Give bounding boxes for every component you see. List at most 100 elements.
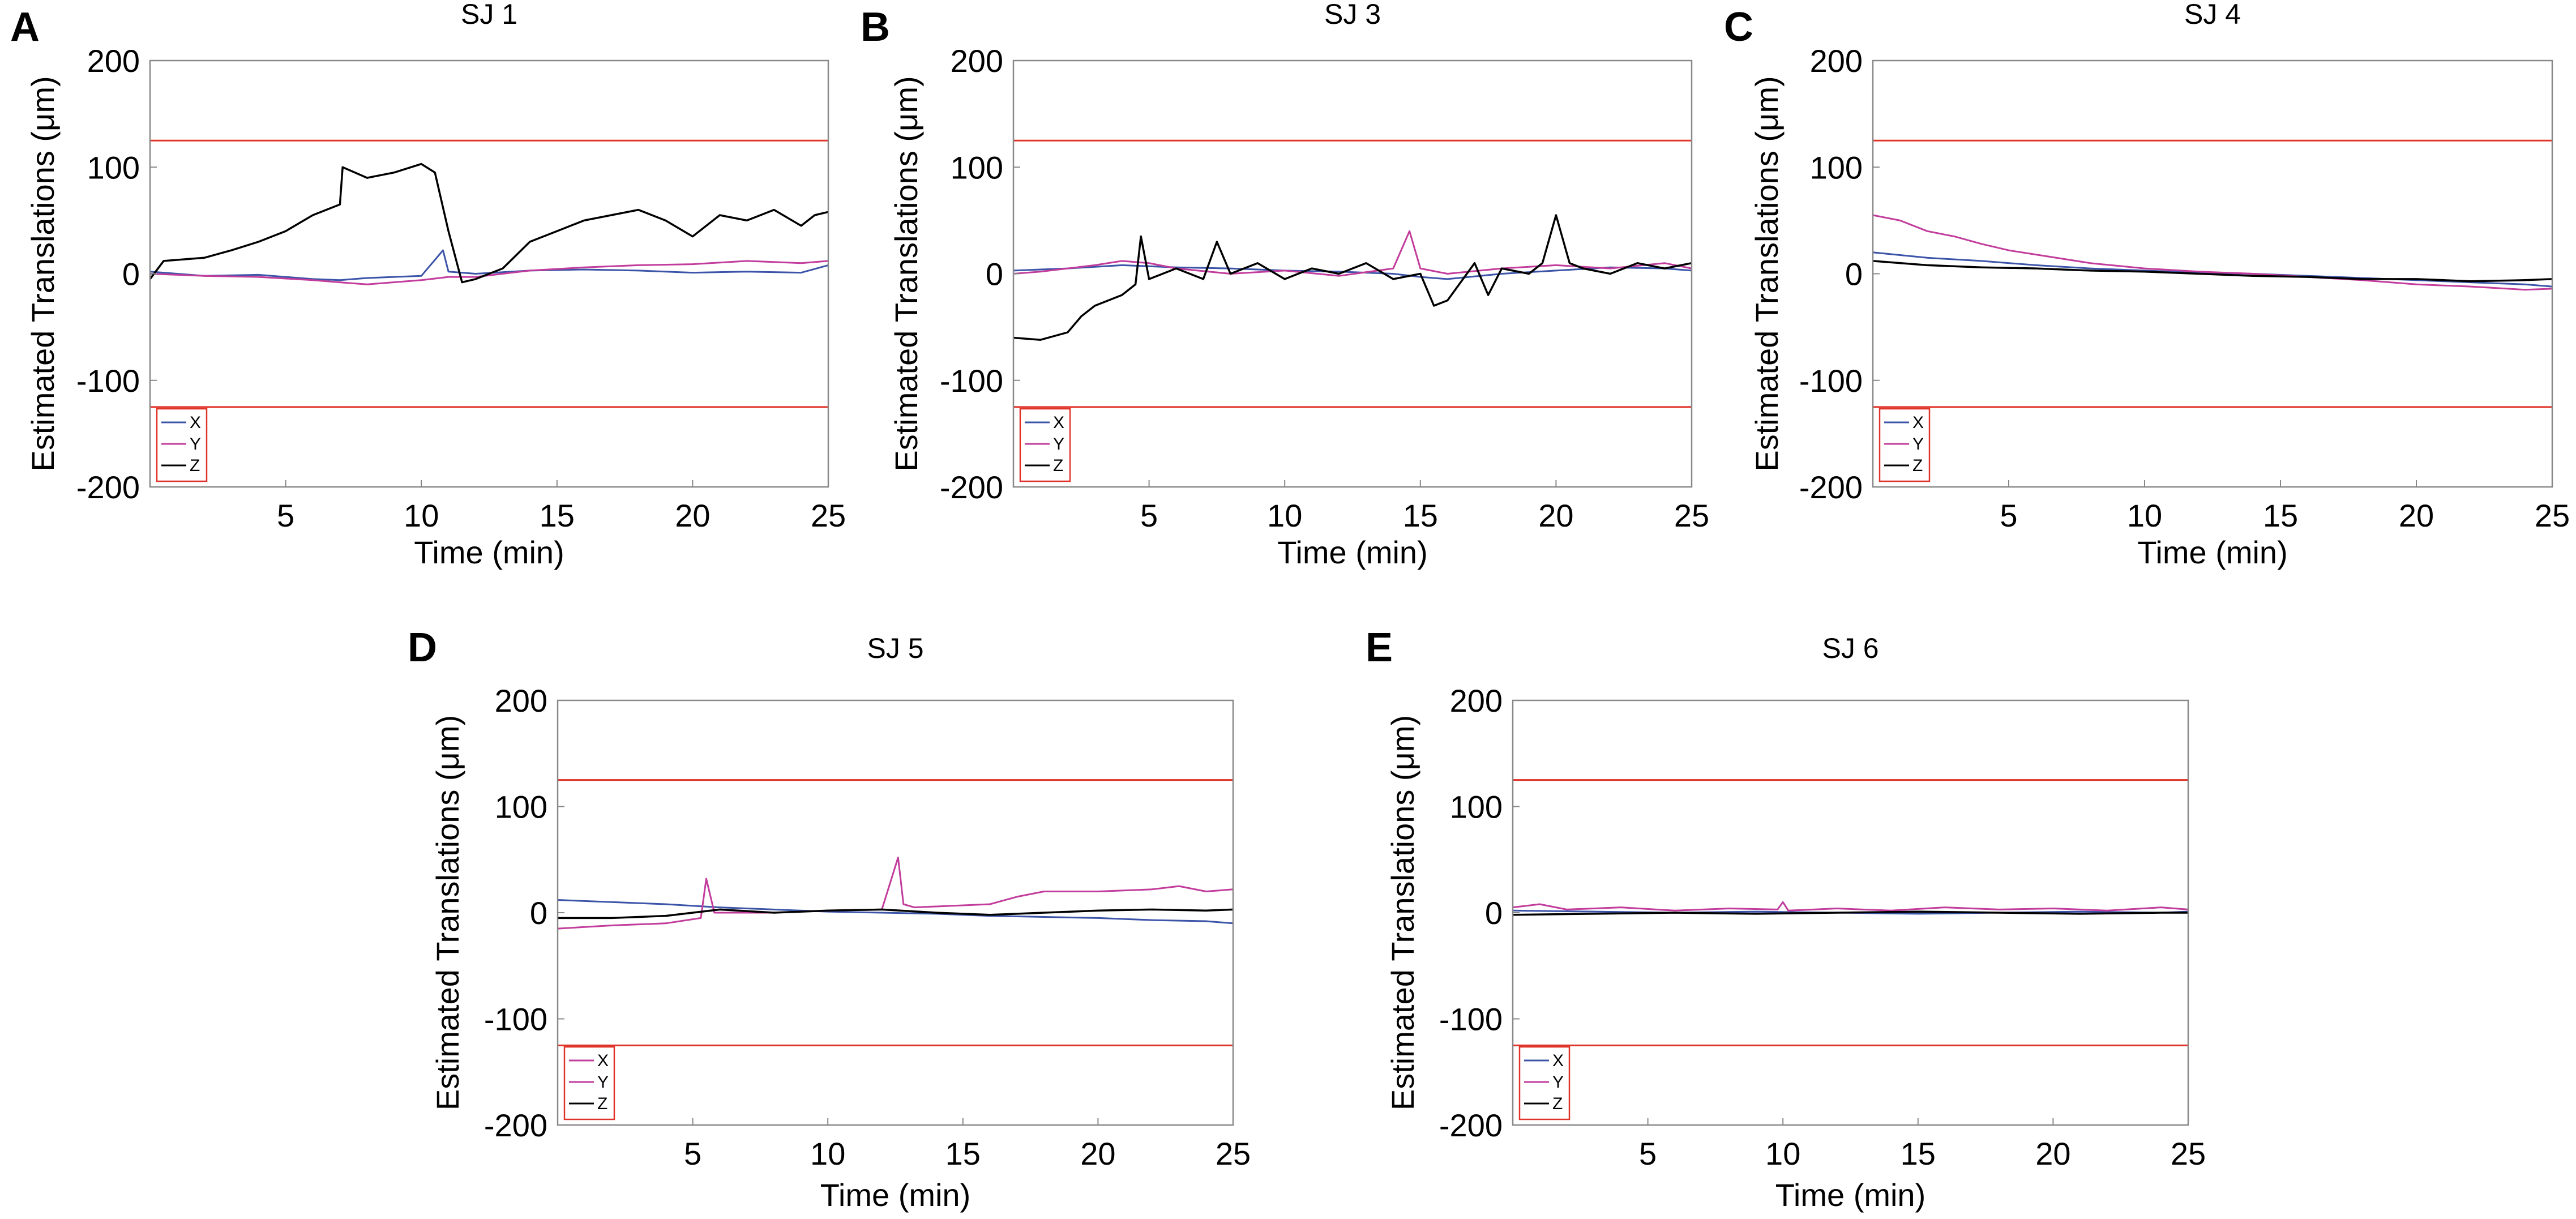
- legend-box: [156, 408, 208, 482]
- x-tick-label: 15: [1403, 498, 1438, 533]
- legend-label-x: X: [190, 413, 201, 432]
- legend-label-y: Y: [190, 435, 201, 454]
- y-tick-label: -200: [1799, 469, 1863, 505]
- x-tick-label: 25: [2171, 1136, 2206, 1171]
- y-tick-label: 100: [1810, 149, 1863, 185]
- y-tick-label: -200: [1439, 1107, 1503, 1143]
- y-tick-label: -200: [484, 1107, 547, 1143]
- x-tick-label: 25: [1674, 498, 1709, 533]
- legend-label-z: Z: [1053, 456, 1063, 475]
- legend: XYZ: [563, 1046, 615, 1120]
- y-axis-label: Estimated Translations (μm): [1749, 76, 1785, 471]
- legend-label-z: Z: [1552, 1094, 1563, 1113]
- x-tick-label: 5: [1639, 1136, 1657, 1171]
- x-axis-label: Time (min): [1775, 1177, 1925, 1213]
- y-axis-label: Estimated Translations (μm): [1385, 715, 1420, 1110]
- x-tick-label: 10: [1267, 498, 1302, 533]
- x-tick-label: 15: [1901, 1136, 1936, 1171]
- panel-title: SJ 5: [867, 632, 923, 664]
- y-tick-label: 100: [951, 149, 1003, 185]
- series-line-x: [1872, 251, 2553, 288]
- panel-d: D SJ 5 200 100 0 -100 -200 5 10 15 20 25 Time (min) E…: [408, 625, 1251, 1213]
- x-tick-label: 5: [684, 1136, 701, 1171]
- series-line-y: [1512, 901, 2189, 912]
- y-tick-label: -100: [484, 1002, 547, 1037]
- y-tick-label: -100: [940, 363, 1003, 399]
- y-tick-label: 200: [1810, 43, 1863, 79]
- series-line-y: [1013, 230, 1692, 277]
- y-tick-label: 0: [1845, 256, 1863, 292]
- legend-box: [563, 1046, 615, 1120]
- x-tick-label: 5: [2000, 498, 2017, 533]
- y-tick-label: 0: [1485, 895, 1503, 931]
- series-line-y: [557, 857, 1234, 930]
- series-line-y: [149, 260, 829, 285]
- x-tick-label: 15: [2263, 498, 2298, 533]
- x-tick-label: 10: [2127, 498, 2162, 533]
- x-tick-label: 20: [2035, 1136, 2070, 1171]
- legend: XYZ: [1518, 1046, 1571, 1120]
- series-line-x: [557, 899, 1234, 925]
- panel-b: B SJ 3 200 100 0 -100 -200 5 10 15 20 25 Time (min) E…: [861, 0, 1709, 570]
- x-axis-label: Time (min): [820, 1177, 970, 1213]
- legend: XYZ: [1019, 408, 1071, 482]
- legend-box: [1518, 1046, 1571, 1120]
- x-tick-label: 20: [675, 498, 710, 533]
- series-line-x: [1512, 909, 2189, 915]
- panel-letter: D: [408, 625, 437, 670]
- panel-a: A SJ 1 200 100 0 -100 -200 5 10 15 20 25 Time (min) E…: [10, 0, 846, 570]
- series-line-z: [1512, 910, 2188, 916]
- y-tick-label: 200: [951, 43, 1003, 79]
- panel-letter: E: [1366, 625, 1393, 670]
- panel-title: SJ 6: [1822, 632, 1878, 664]
- series-line-z: [149, 162, 829, 284]
- y-tick-label: -200: [940, 469, 1003, 505]
- panel-letter: B: [861, 5, 890, 50]
- legend-label-x: X: [1552, 1051, 1564, 1070]
- legend-box: [1019, 408, 1071, 482]
- series-line-z: [1013, 214, 1692, 341]
- series-line-x: [149, 249, 829, 281]
- y-tick-label: 100: [87, 149, 140, 185]
- y-axis-label: Estimated Translations (μm): [888, 76, 924, 471]
- x-tick-label: 5: [1140, 498, 1158, 533]
- panel-e: E SJ 6 200 100 0 -100 -200 5 10 15 20 25 Time (min) E…: [1366, 625, 2206, 1213]
- legend: XYZ: [1878, 408, 1931, 482]
- legend: XYZ: [156, 408, 208, 482]
- series-line-y: [1872, 214, 2553, 291]
- panel-title: SJ 1: [461, 0, 517, 30]
- legend-label-z: Z: [597, 1094, 607, 1113]
- x-tick-label: 15: [945, 1136, 981, 1171]
- x-tick-label: 20: [1080, 1136, 1115, 1171]
- legend-label-x: X: [597, 1051, 609, 1070]
- y-axis-label: Estimated Translations (μm): [25, 76, 61, 471]
- x-tick-label: 10: [810, 1136, 845, 1171]
- y-tick-label: -100: [76, 363, 140, 399]
- panel-letter: C: [1724, 5, 1753, 50]
- y-tick-label: 200: [87, 43, 140, 79]
- x-tick-label: 5: [277, 498, 294, 533]
- x-axis-label: Time (min): [2137, 534, 2287, 570]
- legend-label-z: Z: [1912, 456, 1923, 475]
- x-tick-label: 20: [1538, 498, 1573, 533]
- legend-box: [1878, 408, 1931, 482]
- panel-title: SJ 4: [2184, 0, 2241, 30]
- legend-label-y: Y: [1912, 435, 1924, 454]
- x-tick-label: 15: [540, 498, 575, 533]
- x-axis-label: Time (min): [414, 534, 564, 570]
- series-line-z: [1872, 260, 2553, 283]
- legend-label-x: X: [1053, 413, 1064, 432]
- panel-title: SJ 3: [1324, 0, 1381, 30]
- y-tick-label: 0: [986, 256, 1003, 292]
- x-tick-label: 25: [811, 498, 846, 533]
- legend-label-x: X: [1912, 413, 1924, 432]
- x-axis-label: Time (min): [1277, 534, 1427, 570]
- y-tick-label: 200: [495, 683, 547, 718]
- panel-letter: A: [10, 5, 40, 50]
- y-axis-label: Estimated Translations (μm): [430, 715, 465, 1110]
- legend-label-y: Y: [597, 1073, 609, 1092]
- y-tick-label: -100: [1439, 1002, 1503, 1037]
- x-tick-label: 25: [2535, 498, 2570, 533]
- y-tick-label: 0: [530, 895, 547, 931]
